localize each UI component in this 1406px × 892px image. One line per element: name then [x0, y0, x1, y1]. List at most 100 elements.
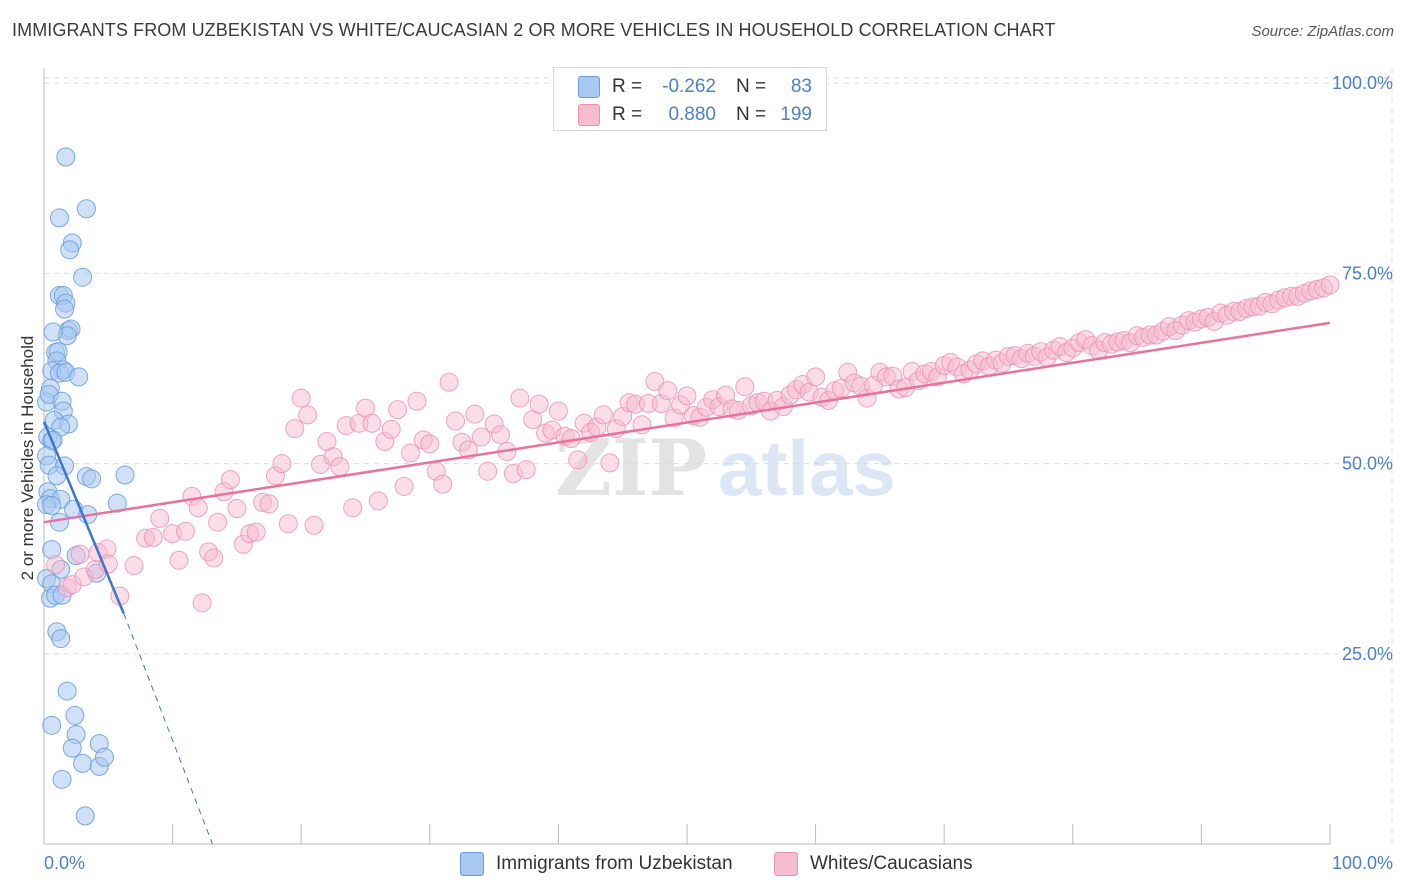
point-whites [298, 405, 318, 425]
point-whites [735, 377, 755, 397]
point-whites [169, 550, 189, 570]
point-uzbekistan [42, 495, 62, 515]
point-whites [593, 405, 613, 425]
bottom-legend-label-uzbekistan: Immigrants from Uzbekistan [496, 853, 733, 874]
point-whites [330, 457, 350, 477]
trendline-whites [43, 321, 1331, 524]
bottom-legend-label-whites: Whites/Caucasians [810, 853, 973, 874]
point-whites [175, 521, 195, 541]
legend-swatch-blue [578, 76, 600, 98]
point-whites [394, 476, 414, 496]
point-whites [420, 434, 440, 454]
trendline-uzbekistan-extrapolated [123, 613, 213, 845]
point-uzbekistan [60, 240, 80, 260]
point-whites [304, 515, 324, 535]
point-uzbekistan [43, 322, 63, 342]
point-whites [362, 413, 382, 433]
y-tick-label: 100.0% [1332, 73, 1393, 93]
point-whites [343, 498, 363, 518]
y-tick-label: 50.0% [1342, 454, 1393, 474]
point-uzbekistan [82, 469, 102, 489]
point-whites [220, 470, 240, 490]
point-whites [259, 494, 279, 514]
point-whites [388, 400, 408, 420]
point-uzbekistan [52, 769, 72, 789]
point-whites [278, 514, 298, 534]
y-axis-label: 2 or more Vehicles in Household [18, 336, 37, 581]
point-whites [465, 404, 485, 424]
point-whites [285, 419, 305, 439]
point-whites [446, 411, 466, 431]
point-whites [381, 419, 401, 439]
point-whites [548, 401, 568, 421]
chart-title: IMMIGRANTS FROM UZBEKISTAN VS WHITE/CAUC… [12, 20, 1056, 40]
legend-row-uzbekistan: R = -0.262 N = 83 [578, 73, 812, 101]
legend-swatch-pink [578, 104, 600, 126]
point-uzbekistan [73, 267, 93, 287]
point-whites [806, 367, 826, 387]
legend-n-value: 83 [790, 76, 812, 97]
point-whites [407, 391, 427, 411]
point-whites [150, 508, 170, 528]
point-uzbekistan [75, 806, 95, 826]
correlation-legend: R = -0.262 N = 83 R = 0.880 N = 199 [553, 67, 827, 131]
point-whites [272, 454, 292, 474]
point-whites [433, 474, 453, 494]
legend-n-value: 199 [780, 104, 812, 125]
point-uzbekistan [115, 465, 135, 485]
legend-r-label: R = [612, 76, 643, 97]
series-uzbekistan [37, 147, 135, 826]
point-whites [291, 388, 311, 408]
y-tick-label: 25.0% [1342, 644, 1393, 664]
point-uzbekistan [56, 147, 76, 167]
point-uzbekistan [42, 715, 62, 735]
trendlines [42, 321, 1331, 845]
point-whites [645, 371, 665, 391]
bottom-legend-swatch-pink [774, 852, 798, 876]
point-whites [458, 440, 478, 460]
point-uzbekistan [65, 705, 85, 725]
point-whites [143, 527, 163, 547]
point-uzbekistan [73, 753, 93, 773]
point-whites [192, 593, 212, 613]
point-uzbekistan [94, 747, 114, 767]
point-whites [70, 544, 90, 564]
point-uzbekistan [57, 681, 77, 701]
legend-row-whites: R = 0.880 N = 199 [578, 101, 812, 129]
point-uzbekistan [62, 738, 82, 758]
tick-labels: 25.0% 50.0% 75.0% 100.0% 0.0% 100.0% [44, 73, 1393, 873]
point-whites [478, 461, 498, 481]
point-uzbekistan [51, 629, 71, 649]
point-whites [124, 556, 144, 576]
point-whites [677, 386, 697, 406]
point-whites [600, 453, 620, 473]
watermark-atlas: atlas [718, 424, 896, 512]
point-whites [188, 498, 208, 518]
point-whites [516, 460, 536, 480]
bottom-legend-swatch-blue [460, 852, 484, 876]
y-tick-label: 75.0% [1342, 263, 1393, 283]
legend-n-label: N = [736, 104, 767, 125]
point-whites [401, 443, 421, 463]
point-whites [1320, 275, 1340, 295]
x-tick-label: 0.0% [44, 853, 85, 873]
point-whites [246, 522, 266, 542]
point-whites [46, 555, 66, 575]
point-uzbekistan [49, 208, 69, 228]
legend-r-value: 0.880 [668, 104, 716, 125]
bottom-legend-whites: Whites/Caucasians [774, 852, 973, 876]
point-whites [491, 425, 511, 445]
point-uzbekistan [107, 493, 127, 513]
legend-r-label: R = [612, 104, 643, 125]
point-whites [529, 394, 549, 414]
point-uzbekistan [76, 199, 96, 219]
point-whites [439, 372, 459, 392]
point-whites [204, 548, 224, 568]
point-uzbekistan [69, 367, 89, 387]
trendline-uzbekistan [42, 421, 125, 614]
x-tick-label: 100.0% [1332, 853, 1393, 873]
point-whites [471, 427, 491, 447]
point-whites [568, 450, 588, 470]
point-whites [227, 498, 247, 518]
